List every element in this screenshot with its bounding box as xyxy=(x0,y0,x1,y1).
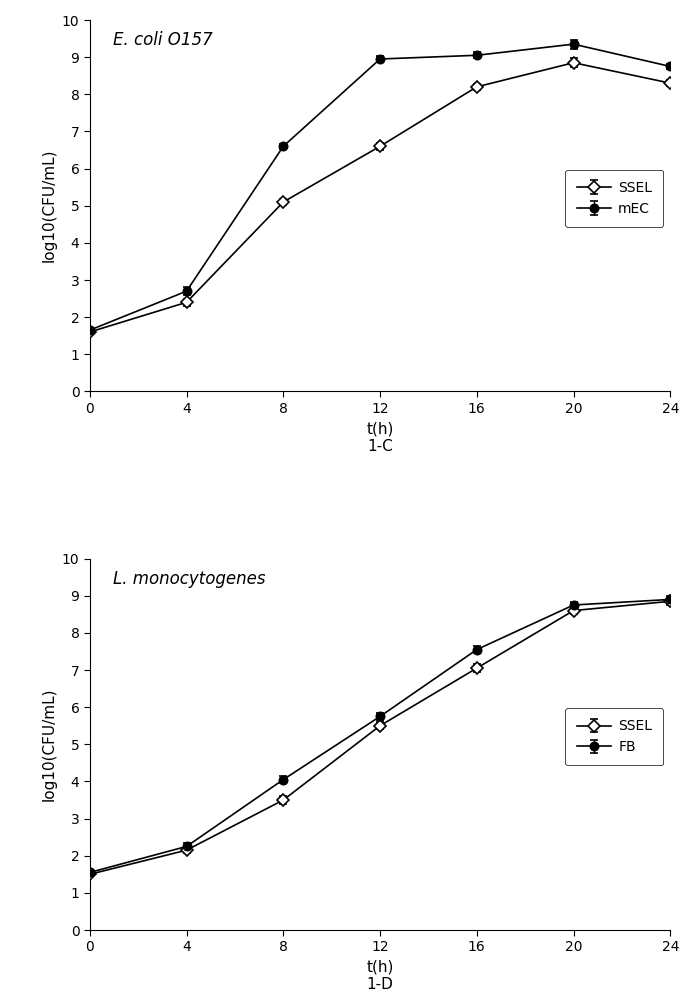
Text: E. coli O157: E. coli O157 xyxy=(113,31,213,49)
X-axis label: t(h)
1-C: t(h) 1-C xyxy=(366,421,394,454)
Legend: SSEL, mEC: SSEL, mEC xyxy=(565,170,663,227)
X-axis label: t(h)
1-D: t(h) 1-D xyxy=(366,960,394,992)
Legend: SSEL, FB: SSEL, FB xyxy=(565,708,663,765)
Text: L. monocytogenes: L. monocytogenes xyxy=(113,570,265,588)
Y-axis label: log10(CFU/mL): log10(CFU/mL) xyxy=(41,149,56,262)
Y-axis label: log10(CFU/mL): log10(CFU/mL) xyxy=(41,688,56,801)
